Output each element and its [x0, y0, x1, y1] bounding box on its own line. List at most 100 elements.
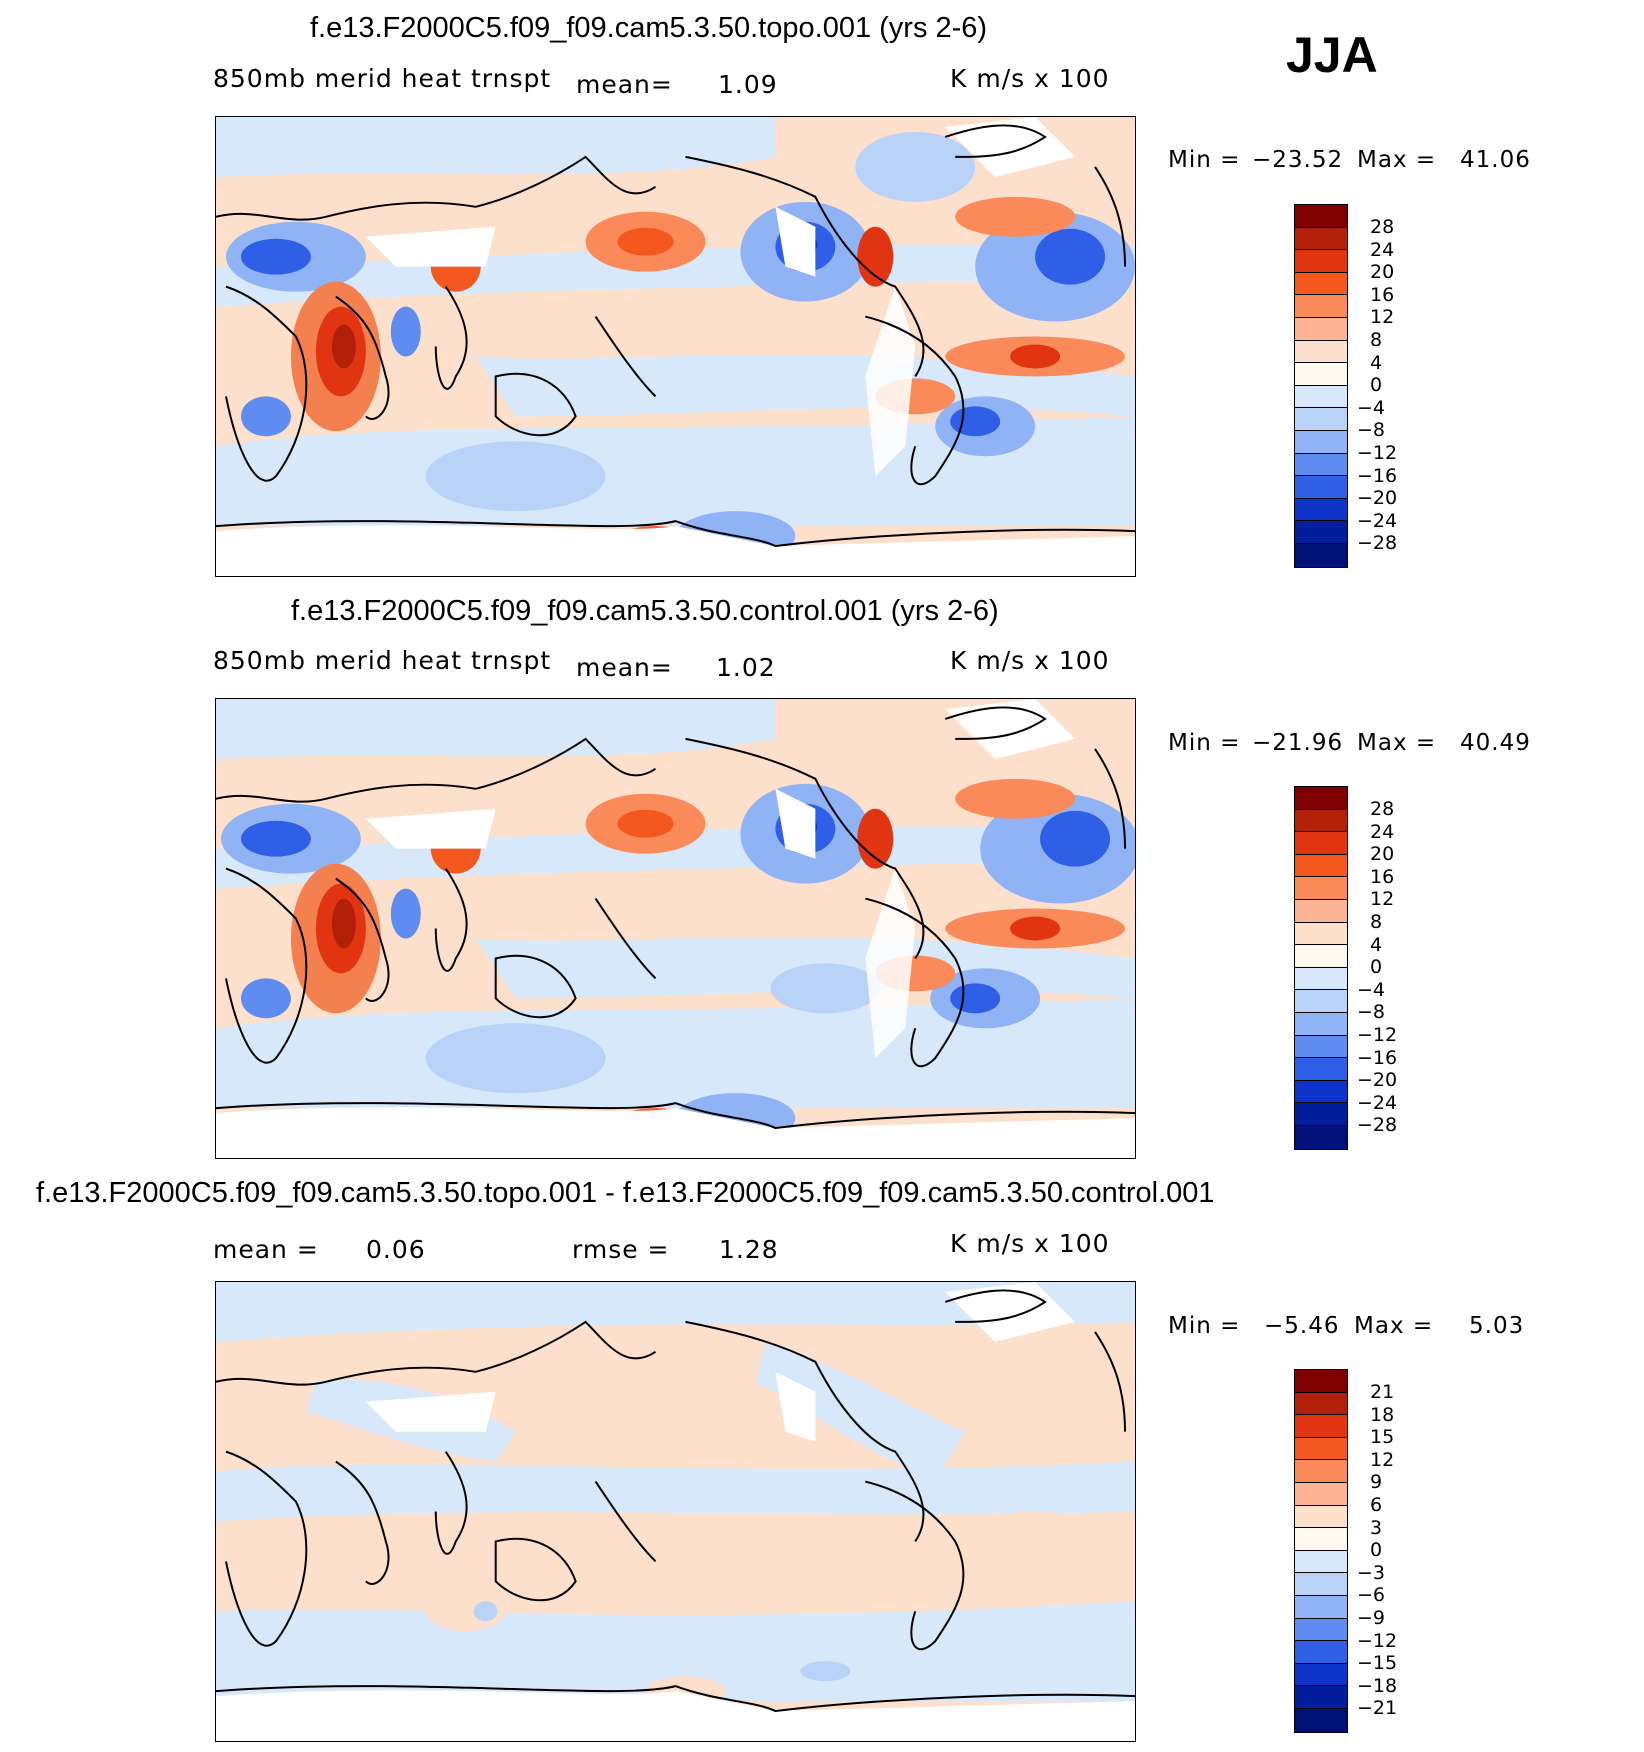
colorbar-swatch: [1295, 1708, 1347, 1732]
panel-3-colorbar: [1294, 1369, 1348, 1733]
panel-2-mean-value: 1.02: [716, 653, 776, 682]
colorbar-swatch: [1295, 1012, 1347, 1036]
panel-2-max-value: 40.49: [1460, 730, 1531, 756]
colorbar-swatch: [1295, 1437, 1347, 1461]
season-label: JJA: [1286, 27, 1378, 83]
colorbar-tick-label: −12: [1357, 1629, 1398, 1652]
colorbar-tick-label: 15: [1370, 1426, 1395, 1449]
panel-2-units: K m/s x 100: [950, 646, 1110, 675]
colorbar-swatch: [1295, 1663, 1347, 1687]
colorbar-swatch: [1295, 1573, 1347, 1596]
colorbar-swatch: [1295, 250, 1347, 273]
colorbar-swatch: [1295, 205, 1347, 228]
colorbar-tick-label: −24: [1357, 1091, 1398, 1114]
colorbar-tick-label: 3: [1370, 1516, 1383, 1539]
colorbar-tick-label: 9: [1370, 1471, 1383, 1494]
colorbar-swatch: [1295, 832, 1347, 855]
colorbar-swatch: [1295, 363, 1347, 386]
colorbar-swatch: [1295, 922, 1347, 946]
panel-3-map-svg: [216, 1282, 1135, 1741]
panel-1-map-svg: [216, 117, 1135, 576]
colorbar-tick-label: −24: [1357, 509, 1398, 532]
colorbar-tick-label: 28: [1370, 798, 1395, 820]
colorbar-tick-label: 16: [1370, 865, 1395, 888]
panel-1-min-value: −23.52: [1252, 147, 1344, 173]
panel-2-mean-label: mean=: [576, 653, 673, 682]
panel-2-colorbar: [1294, 786, 1348, 1150]
colorbar-swatch: [1295, 1080, 1347, 1104]
colorbar-tick-label: −28: [1357, 1114, 1398, 1137]
colorbar-swatch: [1295, 408, 1347, 431]
panel-1-colorbar: [1294, 204, 1348, 568]
colorbar-tick-label: 28: [1370, 216, 1395, 238]
panel-3-map: [215, 1281, 1136, 1742]
colorbar-swatch: [1295, 1035, 1347, 1059]
colorbar-tick-label: −20: [1357, 487, 1398, 510]
panel-1-variable: 850mb merid heat trnspt: [213, 64, 552, 93]
colorbar-tick-label: 18: [1370, 1403, 1395, 1426]
panel-1-map: [215, 116, 1136, 577]
colorbar-tick-label: 8: [1370, 329, 1383, 351]
panel-3-min-label: Min =: [1168, 1313, 1241, 1339]
colorbar-swatch: [1295, 227, 1347, 251]
colorbar-swatch: [1295, 1505, 1347, 1529]
panel-2-min-label: Min =: [1168, 730, 1241, 756]
colorbar-tick-label: −20: [1357, 1069, 1398, 1092]
colorbar-swatch: [1295, 854, 1347, 878]
colorbar-swatch: [1295, 476, 1347, 499]
colorbar-tick-label: −16: [1357, 1046, 1398, 1069]
colorbar-swatch: [1295, 1125, 1347, 1149]
colorbar-swatch: [1295, 1618, 1347, 1642]
panel-3-title: f.e13.F2000C5.f09_f09.cam5.3.50.topo.001…: [36, 1177, 1215, 1209]
colorbar-swatch: [1295, 967, 1347, 991]
colorbar-tick-label: −15: [1357, 1652, 1398, 1675]
colorbar-tick-label: 12: [1370, 888, 1395, 911]
colorbar-swatch: [1295, 543, 1347, 567]
colorbar-tick-label: −18: [1357, 1674, 1398, 1697]
colorbar-swatch: [1295, 809, 1347, 833]
colorbar-tick-label: −9: [1357, 1607, 1386, 1629]
panel-2-min-value: −21.96: [1252, 730, 1344, 756]
panel-3-max-label: Max =: [1354, 1313, 1434, 1339]
colorbar-swatch: [1295, 498, 1347, 522]
panel-1-title: f.e13.F2000C5.f09_f09.cam5.3.50.topo.001…: [310, 12, 988, 44]
colorbar-swatch: [1295, 272, 1347, 296]
colorbar-tick-label: 4: [1370, 351, 1383, 374]
colorbar-tick-label: 24: [1370, 238, 1395, 261]
panel-2-variable: 850mb merid heat trnspt: [213, 646, 552, 675]
panel-1-mean-label: mean=: [576, 70, 673, 99]
colorbar-tick-label: −8: [1357, 1001, 1386, 1024]
colorbar-tick-label: −12: [1357, 442, 1398, 464]
colorbar-tick-label: −12: [1357, 1024, 1398, 1046]
colorbar-tick-label: −21: [1357, 1697, 1398, 1720]
panel-3-mean-label: mean =: [213, 1235, 319, 1264]
colorbar-tick-label: −4: [1357, 978, 1386, 1001]
colorbar-swatch: [1295, 340, 1347, 364]
colorbar-tick-label: −8: [1357, 419, 1386, 442]
colorbar-tick-label: 24: [1370, 820, 1395, 843]
colorbar-swatch: [1295, 1686, 1347, 1709]
colorbar-tick-label: 4: [1370, 933, 1383, 956]
colorbar-tick-label: 8: [1370, 911, 1383, 933]
panel-1-max-label: Max =: [1357, 147, 1437, 173]
colorbar-swatch: [1295, 1392, 1347, 1416]
panel-3-units: K m/s x 100: [950, 1229, 1110, 1258]
colorbar-swatch: [1295, 1482, 1347, 1506]
colorbar-swatch: [1295, 1528, 1347, 1551]
panel-2-title: f.e13.F2000C5.f09_f09.cam5.3.50.control.…: [291, 595, 999, 627]
colorbar-swatch: [1295, 1103, 1347, 1126]
colorbar-swatch: [1295, 295, 1347, 318]
panel-3-min-value: −5.46: [1264, 1313, 1340, 1339]
colorbar-swatch: [1295, 1595, 1347, 1619]
colorbar-tick-label: −6: [1357, 1584, 1386, 1607]
colorbar-tick-label: −16: [1357, 464, 1398, 487]
colorbar-swatch: [1295, 945, 1347, 968]
panel-3-mean-value: 0.06: [366, 1235, 426, 1264]
colorbar-swatch: [1295, 1370, 1347, 1393]
colorbar-tick-label: −28: [1357, 532, 1398, 555]
colorbar-tick-label: 0: [1370, 956, 1383, 979]
panel-2-map: [215, 698, 1136, 1159]
colorbar-swatch: [1295, 899, 1347, 923]
colorbar-tick-label: 0: [1370, 1539, 1383, 1562]
panel-3-rmse-label: rmse =: [572, 1235, 670, 1264]
